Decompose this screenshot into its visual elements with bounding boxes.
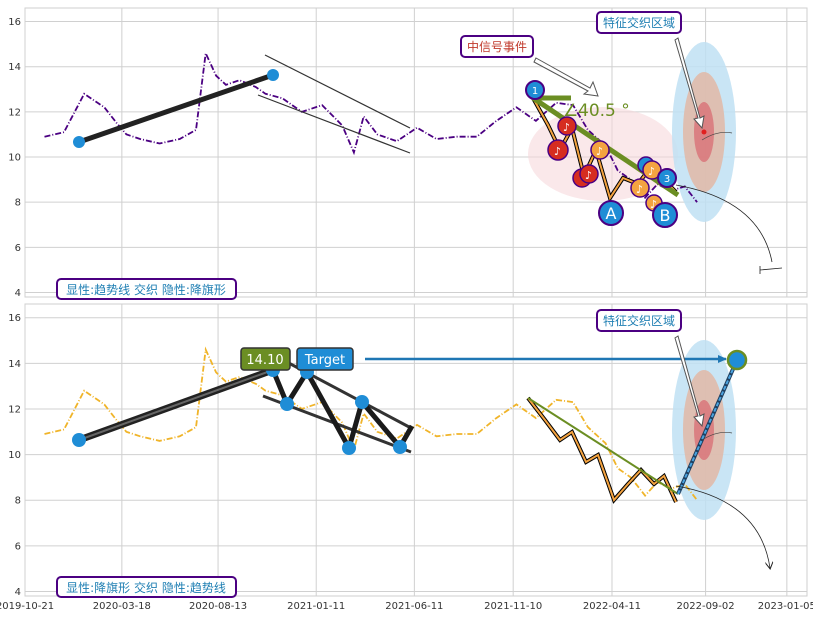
y-tick-label: 16: [8, 17, 21, 28]
top-caption: 显性:趋势线 交织 隐性:降旗形: [66, 282, 226, 297]
x-axis: 2019-10-21 2020-03-18 2020-08-13 2021-01-11…: [0, 601, 813, 612]
y-tick-label: 12: [8, 404, 21, 415]
y-tick-label: 6: [15, 541, 21, 552]
bottom-zone-pointer: [674, 335, 705, 428]
event-marker-glyph: ♪: [636, 183, 643, 196]
top-trend-line: [78, 72, 274, 145]
top-y-axis: 4 6 8 10 12 14 16: [8, 17, 21, 299]
top-projection-curve: [675, 184, 773, 263]
top-channel-upper: [264, 54, 411, 129]
bottom-trend-line-inner: [78, 369, 274, 441]
top-point-3-label: 3: [664, 174, 670, 185]
top-zone-pointer: [674, 37, 705, 130]
event-marker-glyph: ♪: [596, 145, 603, 158]
y-tick-label: 14: [8, 62, 21, 73]
top-zone-label-box: 特征交织区域: [596, 11, 682, 34]
top-pivot-end: [267, 69, 279, 81]
x-tick-label: 2022-04-11: [583, 601, 641, 612]
flag-pivot: [393, 440, 407, 454]
bottom-olive-trend: [527, 397, 679, 495]
x-tick-label: 2019-10-21: [0, 601, 54, 612]
top-zone-label: 特征交织区域: [603, 15, 675, 30]
top-caption-box: 显性:趋势线 交织 隐性:降旗形: [56, 278, 237, 300]
y-tick-label: 6: [15, 243, 21, 254]
top-event-label-box: 中信号事件: [460, 35, 534, 58]
x-tick-label: 2021-11-10: [484, 601, 542, 612]
event-marker-glyph: ♪: [648, 165, 655, 178]
top-point-a-marker: [598, 200, 624, 226]
y-tick-label: 4: [15, 288, 21, 299]
bottom-target-label: Target: [304, 353, 345, 368]
event-marker-glyph: ♪: [585, 169, 592, 182]
bottom-price-label-box: 14.10: [240, 347, 291, 371]
bottom-y-axis: 4 6 8 10 12 14 16: [8, 313, 21, 598]
event-marker: [630, 178, 650, 198]
y-tick-label: 4: [15, 587, 21, 598]
y-tick-label: 10: [8, 450, 21, 461]
top-angle-label: 40.5 °: [578, 101, 630, 121]
event-marker: [579, 164, 599, 184]
y-tick-label: 12: [8, 107, 21, 118]
x-tick-label: 2020-03-18: [93, 601, 151, 612]
bottom-pivot-start: [72, 433, 86, 447]
event-marker-glyph: ♪: [650, 198, 657, 211]
top-zone-curve: [701, 131, 733, 141]
top-angle-glyph: ∠: [563, 101, 578, 121]
bottom-caption: 显性:降旗形 交织 隐性:趋势线: [66, 580, 226, 595]
top-point-3-marker: [657, 168, 677, 188]
x-tick-label: 2021-06-11: [385, 601, 443, 612]
bottom-projection-curve: [675, 485, 770, 568]
y-tick-label: 10: [8, 153, 21, 164]
top-panel: 4 6 8 10 12 14 16 40.5 ° ∠ ♪ ♪ ♪: [8, 7, 808, 300]
event-marker-glyph: ♪: [563, 121, 570, 134]
top-event-pointer: [533, 57, 599, 97]
event-marker: [557, 116, 577, 136]
bottom-price-label: 14.10: [246, 353, 283, 368]
bottom-breakout-line-inner: [677, 359, 738, 495]
bottom-target-point: [726, 349, 748, 371]
x-tick-label: 2022-09-02: [677, 601, 735, 612]
x-tick-label: 2021-01-11: [287, 601, 345, 612]
top-event-markers: ♪ ♪ ♪ ♪ ♪ ♪ ♪: [547, 116, 663, 212]
top-point-b-marker: [652, 202, 678, 228]
y-tick-label: 14: [8, 359, 21, 370]
event-marker: [547, 139, 569, 161]
top-projection-tail: [759, 266, 783, 274]
flag-pivot: [355, 395, 369, 409]
top-point-b-label: B: [660, 206, 671, 225]
bottom-flag-path-fill: [527, 397, 677, 503]
bottom-zone-curve: [701, 431, 733, 441]
x-tick-label: 2020-08-13: [189, 601, 247, 612]
event-marker-glyph: ♪: [554, 145, 561, 158]
flag-pivot: [280, 397, 294, 411]
top-pivot-start: [73, 136, 85, 148]
bottom-flag-upper: [267, 350, 412, 430]
top-zone-center: [701, 129, 707, 135]
bottom-caption-box: 显性:降旗形 交织 隐性:趋势线: [56, 576, 237, 598]
bottom-zone-label: 特征交织区域: [603, 313, 675, 328]
bottom-panel: 4 6 8 10 12 14 16: [8, 303, 808, 598]
top-point-1-marker: [525, 80, 545, 100]
top-point-1-label: 1: [532, 86, 538, 97]
event-marker: [590, 140, 610, 160]
flag-pivot: [342, 441, 356, 455]
x-tick-label: 2023-01-05: [758, 601, 813, 612]
bottom-zone-label-box: 特征交织区域: [596, 309, 682, 332]
top-channel-lower: [257, 94, 411, 154]
y-tick-label: 8: [15, 198, 21, 209]
y-tick-label: 16: [8, 313, 21, 324]
bottom-target-label-box: Target: [296, 347, 354, 371]
top-event-label: 中信号事件: [467, 39, 527, 54]
y-tick-label: 8: [15, 496, 21, 507]
top-point-a-label: A: [606, 204, 617, 223]
